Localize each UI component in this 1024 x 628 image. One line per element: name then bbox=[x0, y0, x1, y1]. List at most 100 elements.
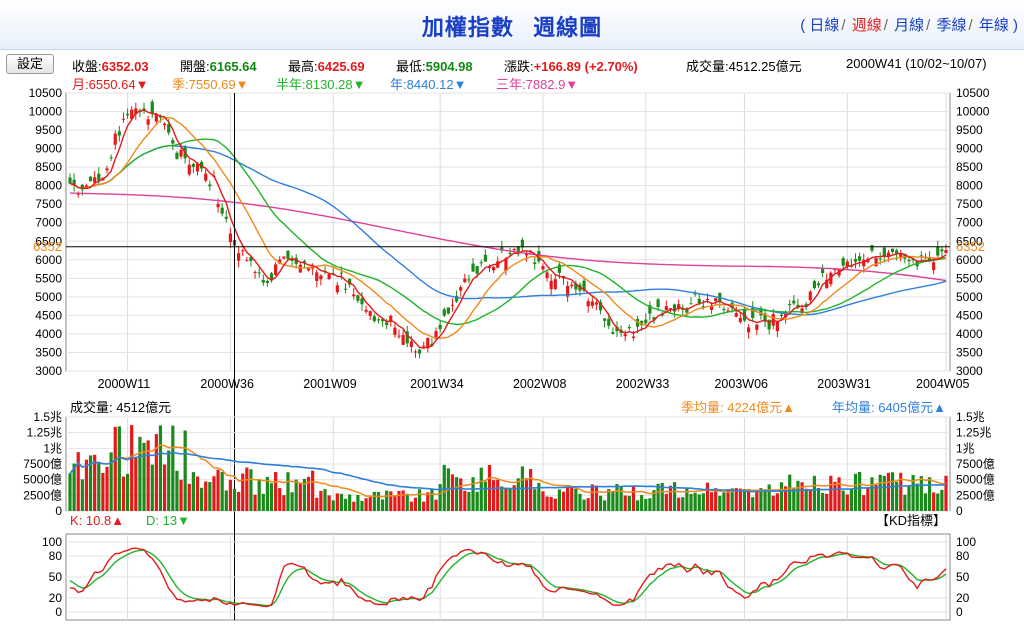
volume-bar bbox=[681, 497, 685, 511]
kd-y-tick-right: 0 bbox=[956, 605, 963, 619]
candle-body bbox=[335, 285, 339, 293]
candle-body bbox=[808, 291, 812, 301]
kd-indicator-label: 【KD指標】 bbox=[876, 513, 946, 528]
candle-body bbox=[134, 108, 138, 115]
volume-bar bbox=[459, 478, 463, 511]
candle-body bbox=[463, 278, 467, 283]
candle-body bbox=[775, 321, 779, 332]
candle-body bbox=[574, 283, 578, 290]
candle-body bbox=[816, 283, 821, 286]
volume-bar bbox=[130, 425, 134, 511]
volume-bar bbox=[652, 490, 656, 511]
volume-bar bbox=[648, 498, 652, 511]
candle-body bbox=[475, 266, 479, 274]
low-label: 最低: bbox=[396, 59, 426, 74]
candle-body bbox=[438, 324, 442, 330]
x-tick-label: 2004W05 bbox=[916, 377, 970, 391]
volume-bar bbox=[167, 450, 171, 511]
volume-bar bbox=[709, 492, 714, 511]
volume-bar bbox=[134, 457, 138, 511]
candle-body bbox=[640, 320, 644, 326]
candle-body bbox=[393, 327, 397, 335]
candle-body bbox=[541, 266, 545, 270]
candle-body bbox=[459, 287, 463, 291]
low-value: 5904.98 bbox=[425, 59, 473, 74]
volume-bar bbox=[183, 430, 187, 511]
volume-bar bbox=[919, 476, 923, 511]
volume-bar bbox=[84, 459, 89, 511]
volume-y-tick-right: 1.25兆 bbox=[956, 426, 991, 440]
candle-body bbox=[352, 294, 356, 297]
x-tick-label: 2003W31 bbox=[817, 377, 871, 391]
period-yearly[interactable]: 年線 bbox=[978, 17, 1009, 34]
volume-bar bbox=[598, 495, 603, 511]
volume-bar bbox=[220, 471, 224, 511]
price-y-tick-left: 8500 bbox=[35, 160, 62, 174]
volume-bar bbox=[804, 488, 808, 511]
candle-body bbox=[257, 272, 261, 274]
period-daily[interactable]: 日線 bbox=[809, 17, 840, 34]
volume-bar bbox=[323, 489, 327, 511]
kd-k-line bbox=[69, 547, 947, 608]
candle-body bbox=[405, 331, 409, 344]
volume-bar bbox=[767, 484, 771, 511]
candle-body bbox=[142, 108, 146, 110]
kd-y-tick-left: 100 bbox=[42, 535, 62, 549]
candle-body bbox=[899, 253, 903, 259]
price-y-tick-right: 3000 bbox=[956, 364, 983, 378]
candle-body bbox=[500, 247, 504, 251]
kd-y-tick-left: 20 bbox=[49, 591, 63, 605]
candle-body bbox=[627, 327, 631, 329]
period-selector: ( 日線 / 週線 / 月線 / 季線 / 年線 ) bbox=[800, 17, 1018, 34]
volume-bar bbox=[668, 485, 673, 511]
period-quarterly[interactable]: 季線 bbox=[936, 17, 967, 34]
volume-bar bbox=[553, 498, 557, 511]
volume-bar bbox=[529, 468, 533, 511]
period-weekly[interactable]: 週線 bbox=[851, 17, 882, 34]
price-y-tick-right: 10500 bbox=[956, 86, 990, 100]
volume-bar bbox=[833, 481, 837, 511]
volume-bar bbox=[664, 493, 668, 511]
price-y-tick-right: 5500 bbox=[956, 271, 983, 285]
volume-bar bbox=[821, 492, 825, 511]
volume-bar bbox=[895, 481, 899, 511]
volume-bar bbox=[125, 473, 130, 511]
ma-quarter-label: 季:7550.69▼ bbox=[172, 77, 249, 92]
price-y-tick-right: 3500 bbox=[956, 345, 983, 359]
volume-bar bbox=[179, 479, 183, 511]
volume-bar bbox=[274, 472, 278, 511]
candle-body bbox=[524, 253, 529, 256]
index-name: 加權指數 bbox=[421, 15, 514, 40]
x-tick-label: 2000W36 bbox=[200, 377, 254, 391]
volume-bar bbox=[837, 477, 841, 511]
candle-body bbox=[88, 176, 93, 182]
candle-body bbox=[804, 304, 808, 308]
candle-body bbox=[175, 152, 179, 159]
kd-y-tick-left: 50 bbox=[49, 570, 63, 584]
candle-body bbox=[870, 245, 874, 251]
volume-bar bbox=[93, 454, 97, 511]
candle-body bbox=[853, 259, 858, 262]
volume-bar bbox=[627, 495, 631, 511]
volume-bar bbox=[549, 496, 553, 511]
candle-body bbox=[598, 302, 603, 311]
volume-bar bbox=[175, 470, 179, 511]
x-tick-label: 2001W09 bbox=[303, 377, 357, 391]
volume-bar bbox=[829, 475, 833, 511]
settings-button[interactable]: 設定 bbox=[6, 54, 54, 74]
volume-bar bbox=[228, 479, 232, 511]
candle-body bbox=[479, 262, 483, 264]
candle-body bbox=[549, 280, 553, 290]
volume-bar bbox=[200, 487, 204, 511]
volume-bar bbox=[331, 500, 335, 511]
candle-body bbox=[882, 247, 886, 257]
volume-bar bbox=[121, 476, 126, 511]
price-y-tick-right: 4500 bbox=[956, 308, 983, 322]
candle-body bbox=[492, 266, 496, 271]
candle-body bbox=[376, 319, 381, 321]
period-monthly[interactable]: 月線 bbox=[894, 17, 925, 34]
price-y-tick-right: 6000 bbox=[956, 253, 983, 267]
candle-body bbox=[858, 256, 862, 261]
kd-k-label: K: 10.8▲ bbox=[70, 513, 124, 528]
